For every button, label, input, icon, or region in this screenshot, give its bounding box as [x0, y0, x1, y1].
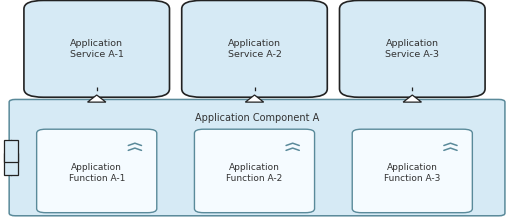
Text: Application
Function A-2: Application Function A-2	[227, 163, 282, 183]
FancyBboxPatch shape	[194, 129, 315, 213]
FancyBboxPatch shape	[182, 0, 327, 97]
Polygon shape	[403, 95, 421, 102]
FancyBboxPatch shape	[340, 0, 485, 97]
Text: Application
Function A-3: Application Function A-3	[384, 163, 440, 183]
Text: Application Component A: Application Component A	[195, 113, 319, 123]
Polygon shape	[88, 95, 106, 102]
FancyBboxPatch shape	[24, 0, 169, 97]
FancyBboxPatch shape	[9, 99, 505, 216]
FancyBboxPatch shape	[4, 153, 18, 175]
FancyBboxPatch shape	[4, 140, 18, 162]
Text: Application
Function A-1: Application Function A-1	[69, 163, 125, 183]
FancyBboxPatch shape	[352, 129, 472, 213]
Text: Application
Service A-1: Application Service A-1	[70, 39, 124, 59]
Polygon shape	[245, 95, 264, 102]
Text: Application
Service A-2: Application Service A-2	[228, 39, 281, 59]
Text: Application
Service A-3: Application Service A-3	[385, 39, 439, 59]
FancyBboxPatch shape	[37, 129, 157, 213]
